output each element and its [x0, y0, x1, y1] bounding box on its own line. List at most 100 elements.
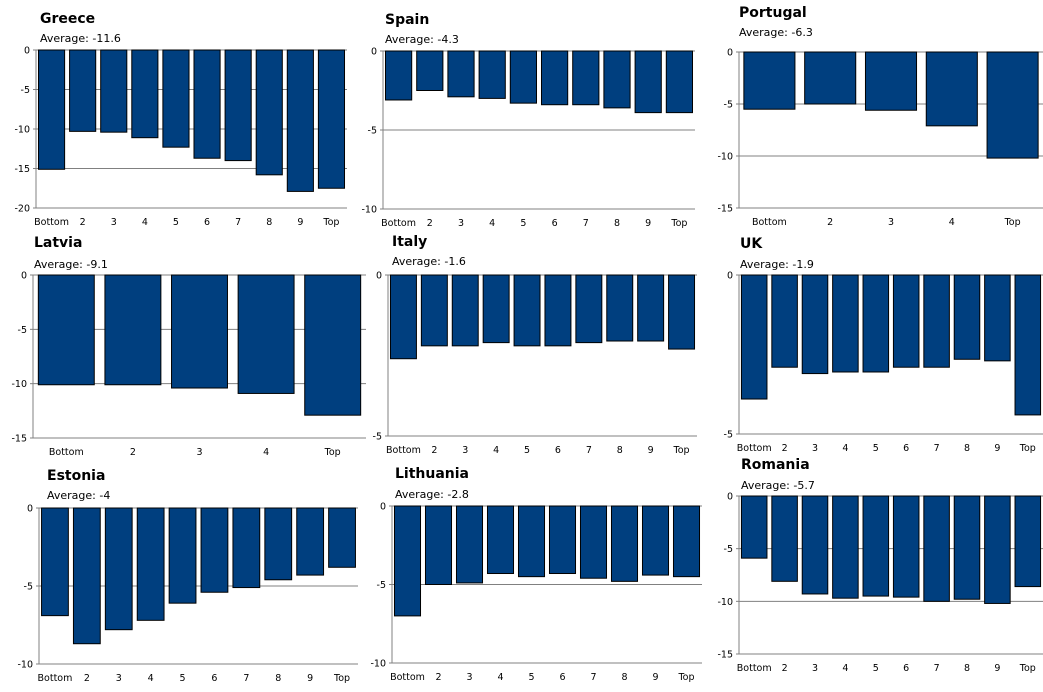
bar-bottom — [740, 495, 768, 559]
bar-8 — [953, 274, 981, 360]
bar-3 — [447, 50, 475, 98]
chart-title: Latvia — [34, 235, 82, 251]
y-tick-label: -5 — [18, 325, 27, 336]
y-tick-label: 0 — [21, 271, 27, 282]
chart-subtitle: Average: -2.8 — [395, 488, 469, 501]
x-tick-label: Bottom — [38, 673, 73, 684]
y-tick-label: 0 — [380, 502, 386, 513]
y-tick-label: 0 — [727, 492, 733, 503]
y-tick-label: -5 — [377, 580, 386, 591]
x-tick-label: Top — [1019, 663, 1036, 674]
bar-8 — [264, 507, 293, 581]
bar-9 — [296, 507, 325, 576]
x-tick-label: 9 — [994, 663, 1000, 674]
chart-panel-uk: UK Average: -1.9 0 -5 Bottom 2 3 4 5 6 7 8 9 Top — [724, 236, 1043, 454]
y-tick-label: -10 — [11, 379, 27, 390]
x-tick-label: 2 — [80, 217, 86, 228]
chart-panel-latvia: Latvia Average: -9.1 0 -5 -10 -15 Bottom 2 3 4 Top — [11, 235, 366, 458]
x-tick-label: 3 — [196, 447, 202, 458]
x-tick-label: 3 — [458, 218, 464, 229]
bar-3 — [100, 49, 128, 133]
x-tick-label: 7 — [243, 673, 249, 684]
bar-5 — [862, 274, 890, 373]
chart-panel-italy: Italy Average: -1.6 0 -5 Bottom 2 3 4 5 6 7 8 9 Top — [373, 234, 697, 456]
bar-6 — [193, 49, 221, 159]
chart-subtitle: Average: -6.3 — [739, 26, 813, 39]
y-tick-label: -10 — [361, 205, 377, 216]
x-tick-label: Top — [1004, 217, 1021, 228]
bar-8 — [255, 49, 283, 176]
y-tick-label: -10 — [717, 597, 733, 608]
y-tick-label: 0 — [727, 271, 733, 282]
x-tick-label: 7 — [235, 217, 241, 228]
y-tick-label: -5 — [24, 582, 33, 593]
x-tick-label: 4 — [949, 217, 955, 228]
chart-title: Greece — [40, 11, 95, 27]
x-tick-label: 7 — [590, 672, 596, 683]
x-tick-label: 2 — [782, 663, 788, 674]
bar-7 — [572, 50, 600, 106]
x-tick-label: 9 — [297, 217, 303, 228]
x-tick-label: 9 — [648, 445, 654, 456]
x-tick-label: 7 — [586, 445, 592, 456]
bar-9 — [641, 505, 670, 576]
bar-5 — [162, 49, 190, 148]
chart-subtitle: Average: -4 — [47, 489, 110, 502]
bar-3 — [864, 51, 918, 111]
x-tick-label: 5 — [524, 445, 530, 456]
y-tick-label: -15 — [717, 650, 733, 661]
x-tick-label: 2 — [827, 217, 833, 228]
x-tick-label: Bottom — [752, 217, 787, 228]
bar-3 — [455, 505, 484, 584]
x-tick-label: Top — [673, 445, 690, 456]
y-tick-label: -10 — [17, 660, 33, 671]
y-tick-label: -15 — [717, 204, 733, 215]
chart-subtitle: Average: -9.1 — [34, 258, 108, 271]
chart-title: Lithuania — [395, 466, 469, 482]
x-tick-label: 4 — [842, 663, 848, 674]
x-tick-label: 6 — [903, 443, 909, 454]
bar-9 — [984, 274, 1011, 362]
bar-3 — [171, 274, 228, 389]
chart-panel-lithuania: Lithuania Average: -2.8 0 -5 -10 Bottom 2 3 4 5 6 7… — [370, 466, 702, 683]
chart-subtitle: Average: -4.3 — [385, 33, 459, 46]
bar-7 — [224, 49, 252, 162]
chart-title: Estonia — [47, 468, 105, 484]
bar-6 — [544, 274, 572, 347]
y-tick-label: -5 — [724, 544, 733, 555]
y-tick-label: -10 — [717, 152, 733, 163]
bar-top — [317, 49, 346, 189]
x-tick-label: 8 — [275, 673, 281, 684]
bar-5 — [513, 274, 541, 347]
bar-top — [1014, 274, 1042, 416]
bar-8 — [953, 495, 981, 600]
bar-bottom — [384, 50, 413, 101]
bar-7 — [579, 505, 608, 579]
x-tick-label: Top — [322, 217, 339, 228]
bar-8 — [603, 50, 631, 109]
x-tick-label: 4 — [142, 217, 148, 228]
bar-6 — [892, 274, 920, 368]
bar-5 — [517, 505, 546, 578]
x-tick-label: 3 — [812, 663, 818, 674]
bar-9 — [286, 49, 314, 192]
bar-9 — [984, 495, 1011, 604]
x-tick-label: Top — [324, 447, 341, 458]
y-tick-label: 0 — [371, 47, 377, 58]
bar-4 — [486, 505, 515, 575]
bar-4 — [237, 274, 295, 394]
x-tick-label: Bottom — [34, 217, 69, 228]
x-tick-label: 4 — [842, 443, 848, 454]
bar-3 — [451, 274, 479, 347]
bar-top — [672, 505, 701, 578]
x-tick-label: 8 — [964, 663, 970, 674]
bar-bottom — [740, 274, 768, 400]
x-tick-label: 7 — [583, 218, 589, 229]
x-tick-label: 8 — [617, 445, 623, 456]
chart-subtitle: Average: -1.6 — [392, 255, 466, 268]
bar-2 — [72, 507, 101, 645]
bar-2 — [416, 50, 444, 91]
x-tick-label: 9 — [994, 443, 1000, 454]
bar-7 — [575, 274, 603, 344]
